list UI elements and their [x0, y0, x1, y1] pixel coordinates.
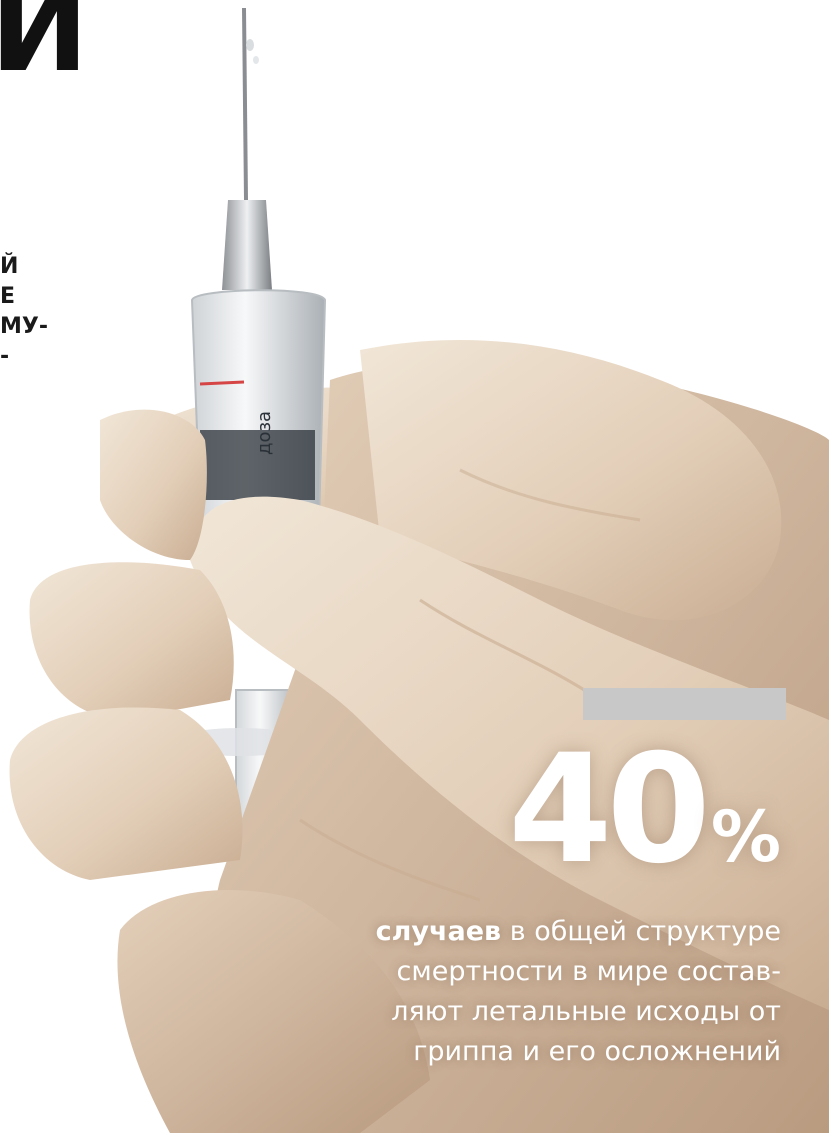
stat-unit: % [710, 796, 781, 878]
syringe-label: доза [254, 411, 275, 455]
lead-line: МУ- [0, 314, 48, 339]
headline-fragment: И [0, 0, 89, 98]
statistic: 40% [508, 735, 781, 885]
needle [242, 7, 248, 201]
caption-line-text: в общей структуре [501, 916, 781, 947]
lead-text-fragment: Й Е МУ- - [0, 252, 48, 372]
caption-bold: случаев [375, 916, 502, 947]
stat-caption: случаев в общей структуре смертности в м… [281, 912, 781, 1072]
thumb [190, 496, 829, 1010]
needle-hub [222, 200, 272, 290]
stat-value: 40 [508, 723, 711, 897]
lead-line: Й [0, 254, 19, 279]
lead-line: - [0, 344, 10, 369]
caption-line: смертности в мире состав- [396, 956, 781, 987]
caption-line: случаев в общей структуре [281, 912, 781, 952]
caption-line: ляют летальные исходы от [391, 996, 781, 1027]
accent-bar [583, 688, 786, 720]
caption-line: гриппа и его осложнений [413, 1036, 781, 1067]
lead-line: Е [0, 284, 16, 309]
